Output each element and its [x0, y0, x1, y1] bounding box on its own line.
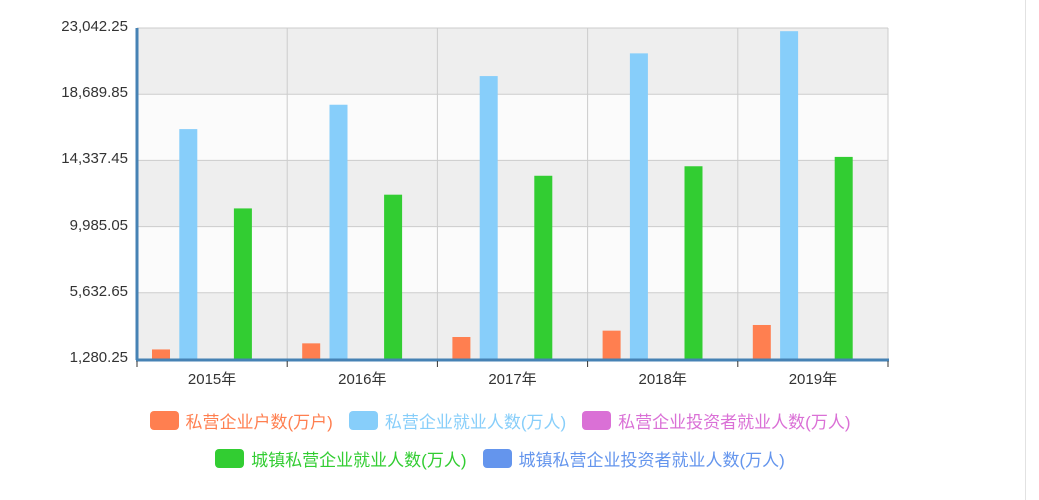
bar[interactable]: [684, 166, 703, 359]
bar[interactable]: [329, 104, 348, 359]
legend-item-private-enterprises[interactable]: 私营企业户数(万户): [149, 408, 333, 433]
legend-swatch-icon: [149, 411, 179, 430]
legend-swatch-icon: [482, 449, 512, 468]
x-tick-label: 2016年: [338, 371, 387, 388]
x-tick-label: 2019年: [788, 371, 838, 388]
legend-row-1: 私营企业户数(万户) 私营企业就业人数(万人) 私营企业投资者就业人数(万人): [0, 408, 1000, 433]
legend-swatch-icon: [215, 449, 245, 468]
legend-row-2: 城镇私营企业就业人数(万人) 城镇私营企业投资者就业人数(万人): [0, 446, 1000, 471]
y-tick-label: 1,280.25: [69, 349, 128, 366]
legend-swatch-icon: [582, 411, 612, 430]
bar[interactable]: [452, 337, 471, 359]
bar[interactable]: [302, 343, 321, 359]
bar[interactable]: [602, 330, 621, 359]
legend-item-private-investor-employment[interactable]: 私营企业投资者就业人数(万人): [582, 408, 850, 433]
legend-label: 城镇私营企业投资者就业人数(万人): [518, 451, 785, 470]
bar-chart: 23,042.25 18,689.85 14,337.45 9,985.05 5,632…: [0, 18, 1000, 471]
y-tick-label: 9,985.05: [69, 216, 128, 234]
y-tick-label: 23,042.25: [61, 18, 128, 35]
bar[interactable]: [384, 194, 403, 359]
bar[interactable]: [780, 31, 799, 359]
legend-item-private-employment[interactable]: 私营企业就业人数(万人): [348, 408, 567, 433]
y-tick-label: 14,337.45: [61, 150, 128, 168]
bar[interactable]: [479, 76, 498, 359]
legend-label: 城镇私营企业就业人数(万人): [251, 451, 467, 470]
y-tick-label: 18,689.85: [61, 84, 128, 102]
legend-label: 私营企业投资者就业人数(万人): [618, 413, 851, 432]
bar[interactable]: [752, 324, 771, 359]
bar[interactable]: [233, 208, 252, 359]
panel-divider: [1025, 0, 1026, 500]
y-tick-label: 5,632.65: [69, 282, 128, 300]
bar[interactable]: [534, 175, 553, 359]
legend-label: 私营企业就业人数(万人): [384, 413, 567, 432]
plot-area: [135, 27, 889, 367]
bar[interactable]: [834, 156, 853, 359]
legend-swatch-icon: [348, 411, 378, 430]
bar[interactable]: [179, 129, 198, 359]
x-tick-label: 2017年: [488, 371, 537, 388]
bar[interactable]: [629, 53, 648, 360]
x-tick-label: 2018年: [638, 371, 687, 388]
legend-label: 私营企业户数(万户): [185, 413, 333, 432]
legend-item-urban-private-investor-employment[interactable]: 城镇私营企业投资者就业人数(万人): [482, 446, 785, 471]
bar[interactable]: [152, 349, 170, 359]
legend-item-urban-private-employment[interactable]: 城镇私营企业就业人数(万人): [215, 446, 467, 471]
x-tick-label: 2015年: [187, 371, 237, 388]
